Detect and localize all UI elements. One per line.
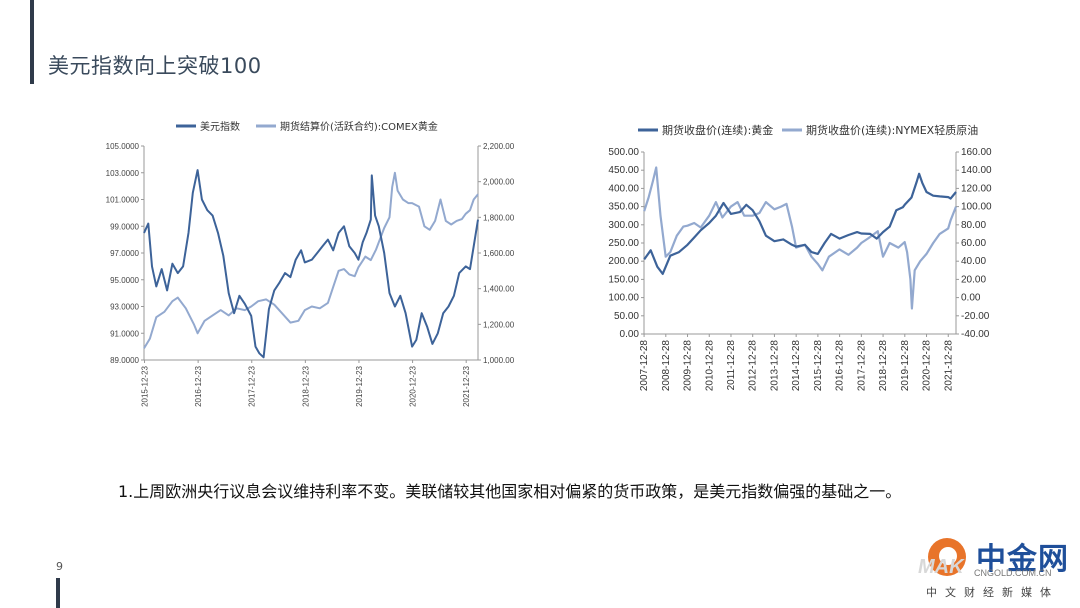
right-tick-label: 40.00 bbox=[961, 256, 986, 267]
page-number: 9 bbox=[56, 560, 63, 573]
cngold-logo: MAK 中金网 CNGOLD.COM.CN 中文财经新媒体 bbox=[918, 532, 1078, 604]
left-tick-label: 0.00 bbox=[620, 329, 640, 340]
x-tick-label: 2015-12-23 bbox=[141, 365, 150, 406]
x-tick-label: 2008-12-28 bbox=[661, 340, 672, 392]
x-tick-label: 2010-12-28 bbox=[704, 340, 715, 392]
left-tick-label: 300.00 bbox=[608, 220, 639, 231]
x-tick-label: 2017-12-28 bbox=[856, 340, 867, 392]
left-tick-label: 95.0000 bbox=[110, 276, 139, 285]
series-line-0 bbox=[643, 172, 957, 275]
x-tick-label: 2009-12-28 bbox=[683, 340, 694, 392]
right-tick-label: 60.00 bbox=[961, 238, 986, 249]
left-tick-label: 103.0000 bbox=[106, 169, 140, 178]
right-tick-label: -20.00 bbox=[961, 311, 990, 322]
footer-accent-bar bbox=[56, 578, 60, 608]
left-tick-label: 350.00 bbox=[608, 202, 639, 213]
legend-label-1: 期货结算价(活跃合约):COMEX黄金 bbox=[280, 120, 438, 133]
right-tick-label: 160.00 bbox=[961, 147, 992, 158]
x-tick-label: 2021-12-28 bbox=[943, 340, 954, 392]
x-tick-label: 2013-12-28 bbox=[769, 340, 780, 392]
slide-caption: 1.上周欧洲央行议息会议维持利率不变。美联储较其他国家相对偏紧的货币政策，是美元… bbox=[118, 482, 902, 501]
left-tick-label: 89.0000 bbox=[110, 356, 139, 365]
left-tick-label: 400.00 bbox=[608, 183, 639, 194]
series-line-1 bbox=[143, 171, 479, 349]
x-tick-label: 2007-12-28 bbox=[639, 340, 650, 392]
chart-gold-vs-crude-oil: 0.00 50.00 100.00 150.00 200.00 250.00 300.00 3… bbox=[608, 123, 992, 392]
slide-title: 美元指数向上突破100 bbox=[48, 54, 262, 78]
legend-label-1: 期货收盘价(连续):NYMEX轻质原油 bbox=[806, 123, 978, 137]
right-tick-label: 1,600.00 bbox=[483, 249, 515, 258]
x-tick-label: 2014-12-28 bbox=[791, 340, 802, 392]
legend-label-0: 美元指数 bbox=[200, 120, 240, 133]
right-tick-label: 120.00 bbox=[961, 183, 992, 194]
x-tick-label: 2012-12-28 bbox=[748, 340, 759, 392]
legend-label-0: 期货收盘价(连续):黄金 bbox=[662, 123, 773, 137]
x-tick-label: 2020-12-23 bbox=[409, 365, 418, 406]
right-tick-label: 1,200.00 bbox=[483, 320, 515, 329]
series-line-1 bbox=[643, 166, 958, 310]
x-tick-label: 2021-12-23 bbox=[462, 365, 471, 406]
chart-usd-index-vs-gold: 89.0000 91.0000 93.0000 95.0000 97.0000 99.00… bbox=[106, 120, 515, 407]
logo-watermark: MAK bbox=[918, 556, 964, 578]
left-tick-label: 150.00 bbox=[608, 274, 639, 285]
series-line-0 bbox=[143, 169, 479, 359]
right-tick-label: 140.00 bbox=[961, 165, 992, 176]
logo-circle-inner bbox=[939, 547, 957, 565]
right-tick-label: 80.00 bbox=[961, 220, 986, 231]
left-tick-label: 500.00 bbox=[608, 147, 639, 158]
right-tick-label: 1,400.00 bbox=[483, 285, 515, 294]
x-tick-label: 2018-12-23 bbox=[301, 365, 310, 406]
x-tick-label: 2020-12-28 bbox=[922, 340, 933, 392]
x-tick-label: 2011-12-28 bbox=[726, 340, 737, 391]
right-tick-label: 100.00 bbox=[961, 202, 992, 213]
right-tick-label: 1,000.00 bbox=[483, 356, 515, 365]
left-tick-label: 101.0000 bbox=[106, 196, 140, 205]
right-tick-label: 2,000.00 bbox=[483, 178, 515, 187]
logo-name: 中金网 bbox=[976, 542, 1069, 577]
x-tick-label: 2017-12-23 bbox=[248, 365, 257, 406]
left-tick-label: 91.0000 bbox=[110, 329, 139, 338]
left-tick-label: 97.0000 bbox=[110, 249, 139, 258]
title-accent-bar bbox=[30, 0, 34, 84]
x-tick-label: 2019-12-28 bbox=[900, 340, 911, 392]
left-tick-label: 250.00 bbox=[608, 238, 639, 249]
left-tick-label: 105.0000 bbox=[106, 142, 140, 151]
right-tick-label: -40.00 bbox=[961, 329, 990, 340]
x-tick-label: 2018-12-28 bbox=[878, 340, 889, 392]
right-tick-label: 20.00 bbox=[961, 274, 986, 285]
logo-tagline: 中文财经新媒体 bbox=[926, 586, 1059, 599]
left-tick-label: 450.00 bbox=[608, 165, 639, 176]
logo-url: CNGOLD.COM.CN bbox=[974, 568, 1052, 578]
left-tick-label: 200.00 bbox=[608, 256, 639, 267]
x-tick-label: 2019-12-23 bbox=[355, 365, 364, 406]
x-tick-label: 2015-12-28 bbox=[813, 340, 824, 392]
left-tick-label: 100.00 bbox=[608, 293, 639, 304]
left-tick-label: 99.0000 bbox=[110, 222, 139, 231]
left-tick-label: 50.00 bbox=[614, 311, 639, 322]
x-tick-label: 2016-12-28 bbox=[835, 340, 846, 392]
right-tick-label: 2,200.00 bbox=[483, 142, 515, 151]
right-tick-label: 0.00 bbox=[961, 293, 981, 304]
x-tick-label: 2016-12-23 bbox=[194, 365, 203, 406]
right-tick-label: 1,800.00 bbox=[483, 213, 515, 222]
left-tick-label: 93.0000 bbox=[110, 303, 139, 312]
